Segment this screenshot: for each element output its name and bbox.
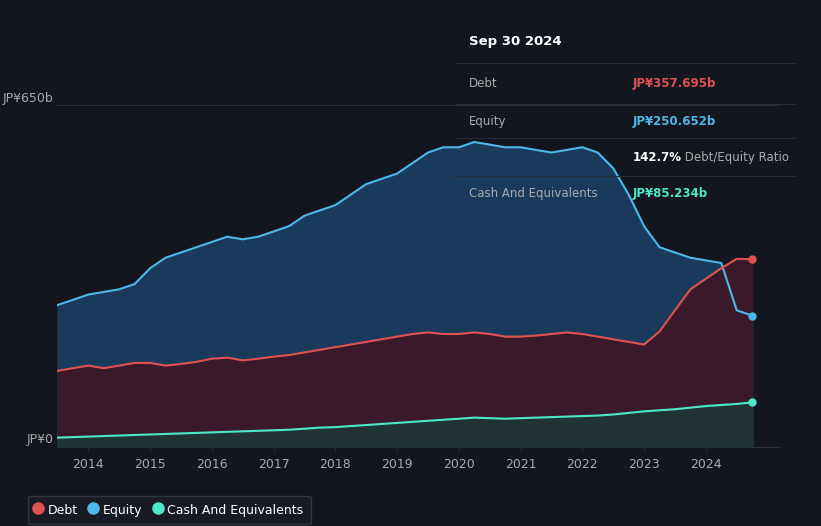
Text: Equity: Equity: [470, 115, 507, 128]
Text: Sep 30 2024: Sep 30 2024: [470, 35, 562, 48]
Text: JP¥650b: JP¥650b: [3, 92, 54, 105]
Text: Debt/Equity Ratio: Debt/Equity Ratio: [681, 151, 788, 164]
Text: JP¥250.652b: JP¥250.652b: [633, 115, 716, 128]
Text: JP¥85.234b: JP¥85.234b: [633, 187, 708, 200]
Text: 142.7%: 142.7%: [633, 151, 681, 164]
Text: Debt: Debt: [470, 77, 498, 90]
Legend: Debt, Equity, Cash And Equivalents: Debt, Equity, Cash And Equivalents: [28, 495, 311, 524]
Text: JP¥0: JP¥0: [27, 433, 54, 446]
Text: Cash And Equivalents: Cash And Equivalents: [470, 187, 598, 200]
Text: JP¥357.695b: JP¥357.695b: [633, 77, 716, 90]
